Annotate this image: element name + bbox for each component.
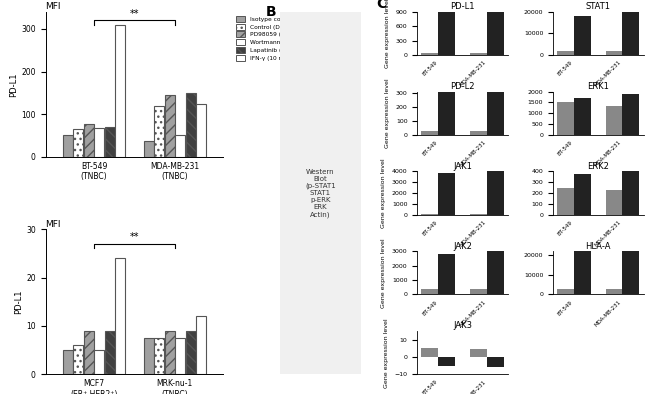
Bar [470, 289, 487, 294]
Bar [574, 98, 591, 135]
Bar [144, 338, 153, 374]
Bar [154, 338, 164, 374]
Y-axis label: Gene expression level: Gene expression level [382, 158, 386, 228]
Bar [196, 316, 206, 374]
Bar [164, 331, 175, 374]
Y-axis label: Gene expression level: Gene expression level [382, 238, 386, 308]
Bar [606, 190, 623, 215]
Bar [487, 87, 504, 135]
Bar [144, 141, 153, 157]
Text: Western
Blot
(p-STAT1
STAT1
p-ERK
ERK
Actin): Western Blot (p-STAT1 STAT1 p-ERK ERK Ac… [305, 169, 335, 217]
Bar [175, 136, 185, 157]
Bar [84, 331, 94, 374]
Bar [94, 350, 104, 374]
Legend: Isotype control, Control (DMSO), PD98059 (50 μM), Wortmannin (1 μM), Lapatinib (: Isotype control, Control (DMSO), PD98059… [235, 15, 307, 62]
Title: PD-L2: PD-L2 [450, 82, 474, 91]
Bar [73, 345, 83, 374]
Bar [421, 348, 438, 357]
Bar [115, 258, 125, 374]
Bar [623, 169, 640, 215]
Y-axis label: Gene expression level: Gene expression level [385, 0, 390, 68]
Bar [438, 357, 455, 366]
Title: JAK3: JAK3 [453, 322, 472, 331]
Bar [557, 288, 574, 294]
Bar [105, 331, 115, 374]
Bar [470, 131, 487, 135]
Bar [623, 12, 640, 55]
Bar [73, 129, 83, 157]
Title: PD-L1: PD-L1 [450, 2, 474, 11]
Text: MFI: MFI [46, 219, 61, 229]
Text: **: ** [129, 9, 139, 19]
Bar [574, 174, 591, 215]
Bar [421, 214, 438, 215]
Text: MFI: MFI [46, 2, 61, 11]
Bar [487, 357, 504, 366]
Bar [574, 16, 591, 55]
Bar [606, 106, 623, 135]
Y-axis label: PD-L1: PD-L1 [9, 72, 18, 97]
Bar [557, 102, 574, 135]
Bar [438, 92, 455, 135]
Title: HLA-A: HLA-A [586, 242, 611, 251]
Bar [185, 93, 196, 157]
Bar [115, 24, 125, 157]
Title: JAK2: JAK2 [453, 242, 472, 251]
Bar [105, 127, 115, 157]
Bar [63, 136, 73, 157]
Bar [606, 289, 623, 294]
Text: C: C [376, 0, 387, 11]
Bar [623, 247, 640, 294]
Bar [63, 350, 73, 374]
Title: STAT1: STAT1 [586, 2, 611, 11]
Y-axis label: Gene expression level: Gene expression level [384, 318, 389, 388]
Bar [421, 52, 438, 55]
Bar [557, 51, 574, 55]
Bar [470, 214, 487, 215]
Bar [487, 7, 504, 55]
Text: **: ** [129, 232, 139, 242]
Bar [438, 254, 455, 294]
Title: ERK1: ERK1 [588, 82, 609, 91]
Bar [94, 128, 104, 157]
Bar [421, 289, 438, 294]
Bar [185, 331, 196, 374]
Bar [487, 168, 504, 215]
Bar [438, 12, 455, 55]
Bar [421, 131, 438, 135]
Bar [154, 106, 164, 157]
Text: B: B [265, 5, 276, 19]
Bar [84, 124, 94, 157]
Bar [438, 173, 455, 215]
Bar [557, 188, 574, 215]
Title: ERK2: ERK2 [588, 162, 609, 171]
Y-axis label: PD-L1: PD-L1 [14, 290, 23, 314]
Bar [574, 251, 591, 294]
Bar [623, 95, 640, 135]
Bar [470, 53, 487, 55]
Bar [470, 349, 487, 357]
Bar [196, 104, 206, 157]
Bar [164, 95, 175, 157]
Title: JAK1: JAK1 [453, 162, 472, 171]
Bar [175, 338, 185, 374]
Y-axis label: Gene expression level: Gene expression level [385, 78, 390, 148]
Bar [487, 250, 504, 294]
Bar [606, 51, 623, 55]
